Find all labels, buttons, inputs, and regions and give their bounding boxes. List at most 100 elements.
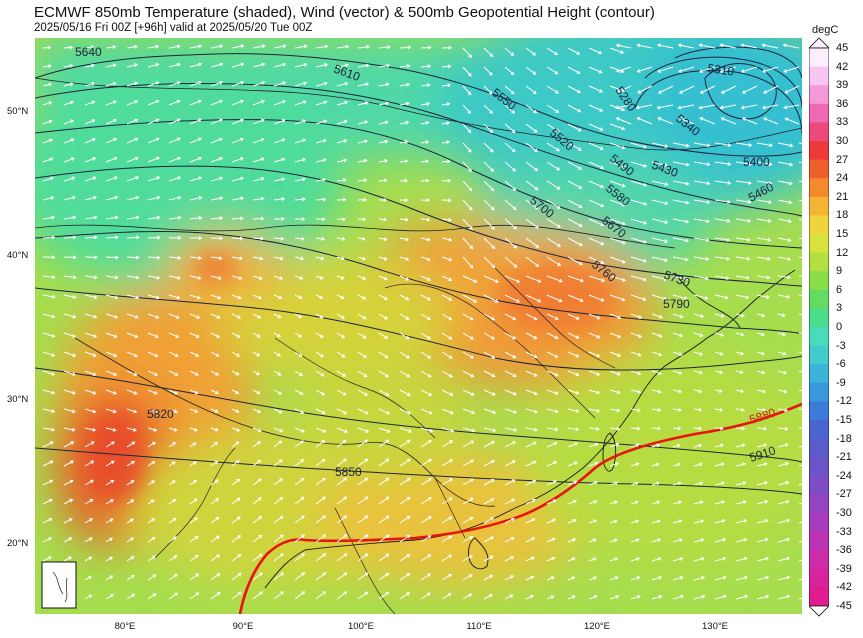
wind-arrow [546,499,557,505]
wind-arrow [315,177,327,182]
wind-arrow [252,332,261,338]
wind-arrow [210,176,224,182]
wind-arrow [399,256,410,261]
wind-arrow [798,502,802,505]
wind-arrow [231,553,242,562]
wind-arrow [252,534,263,543]
wind-arrow [294,591,306,600]
colorbar-label: -3 [836,339,846,352]
wind-arrow [735,275,751,280]
wind-arrow [504,123,516,134]
wind-arrow [378,351,389,359]
wind-arrow [168,156,182,163]
wind-arrow [441,294,453,301]
wind-arrow [483,161,494,172]
wind-arrow [483,47,494,57]
wind-arrow [147,275,161,280]
wind-arrow [630,294,647,301]
wind-arrow [483,123,494,134]
wind-arrow [168,370,179,376]
wind-arrow [210,408,219,413]
wind-arrow [336,81,349,87]
wind-arrow [210,351,220,357]
wind-arrow [777,351,787,356]
wind-arrow [231,516,241,524]
wind-arrow [210,441,218,448]
wind-arrow [546,85,559,94]
wind-arrow [483,332,496,340]
wind-arrow [399,427,413,433]
wind-arrow [168,44,181,49]
lat-tick-30: 30°N [7,394,29,405]
wind-arrow [336,351,346,358]
wind-arrow [672,351,683,357]
wind-arrow [315,236,326,241]
wind-arrow [357,294,367,300]
wind-arrow [441,140,451,145]
wind-arrow [84,195,98,201]
wind-arrow [525,498,536,505]
wind-arrow [105,575,114,581]
wind-arrow [546,556,556,562]
wind-arrow [84,157,97,163]
wind-arrow [42,196,55,201]
wind-arrow [525,275,542,283]
wind-arrow [105,427,117,432]
wind-arrow [378,477,390,486]
wind-arrow [315,158,327,163]
wind-arrow [735,575,749,581]
wind-arrow [504,199,517,211]
wind-arrow [777,199,793,205]
wind-arrow [273,389,283,395]
colorbar-label: -36 [836,544,852,557]
wind-arrow [756,161,773,167]
wind-arrow [678,85,695,94]
geopotential-contour [35,53,802,157]
wind-arrow [252,118,265,125]
wind-arrow [651,519,661,524]
wind-arrow [231,62,245,68]
wind-arrow [483,85,493,95]
wind-arrow [42,119,53,125]
wind-arrow [126,235,140,240]
wind-arrow [462,256,474,269]
wind-arrow [546,275,563,283]
wind-arrow [483,237,496,249]
wind-arrow [693,313,705,318]
wind-arrow [588,442,599,448]
wind-arrow [441,102,451,107]
wind-arrow [378,496,390,505]
wind-arrow [126,480,135,486]
wind-arrow [210,479,219,486]
wind-arrow [525,47,537,56]
wind-arrow [273,459,283,467]
lon-tick-120: 120°E [584,621,610,632]
wind-arrow [441,198,452,203]
wind-arrow [294,197,306,202]
wind-arrow [105,594,114,600]
wind-arrow [105,499,114,505]
wind-arrow [741,117,758,125]
wind-arrow [441,121,451,126]
wind-arrow [756,199,773,204]
wind-arrow [315,217,326,222]
wind-arrow [231,370,240,376]
wind-arrow [546,461,558,467]
colorbar-swatch [809,122,829,142]
colorbar-swatch [809,271,829,291]
wind-arrow [525,66,537,75]
wind-arrow [42,441,54,448]
wind-arrow [399,408,412,415]
wind-arrow [504,427,518,432]
wind-arrow [273,478,284,486]
wind-arrow [483,408,497,414]
wind-arrow [504,479,516,486]
wind-arrow [657,66,674,73]
wind-arrow [168,461,176,467]
wind-arrow [378,120,389,125]
wind-arrow [189,427,198,432]
wind-arrow [252,236,265,241]
wind-arrow [189,236,203,241]
wind-arrow [252,427,262,433]
wind-arrow [546,237,562,247]
